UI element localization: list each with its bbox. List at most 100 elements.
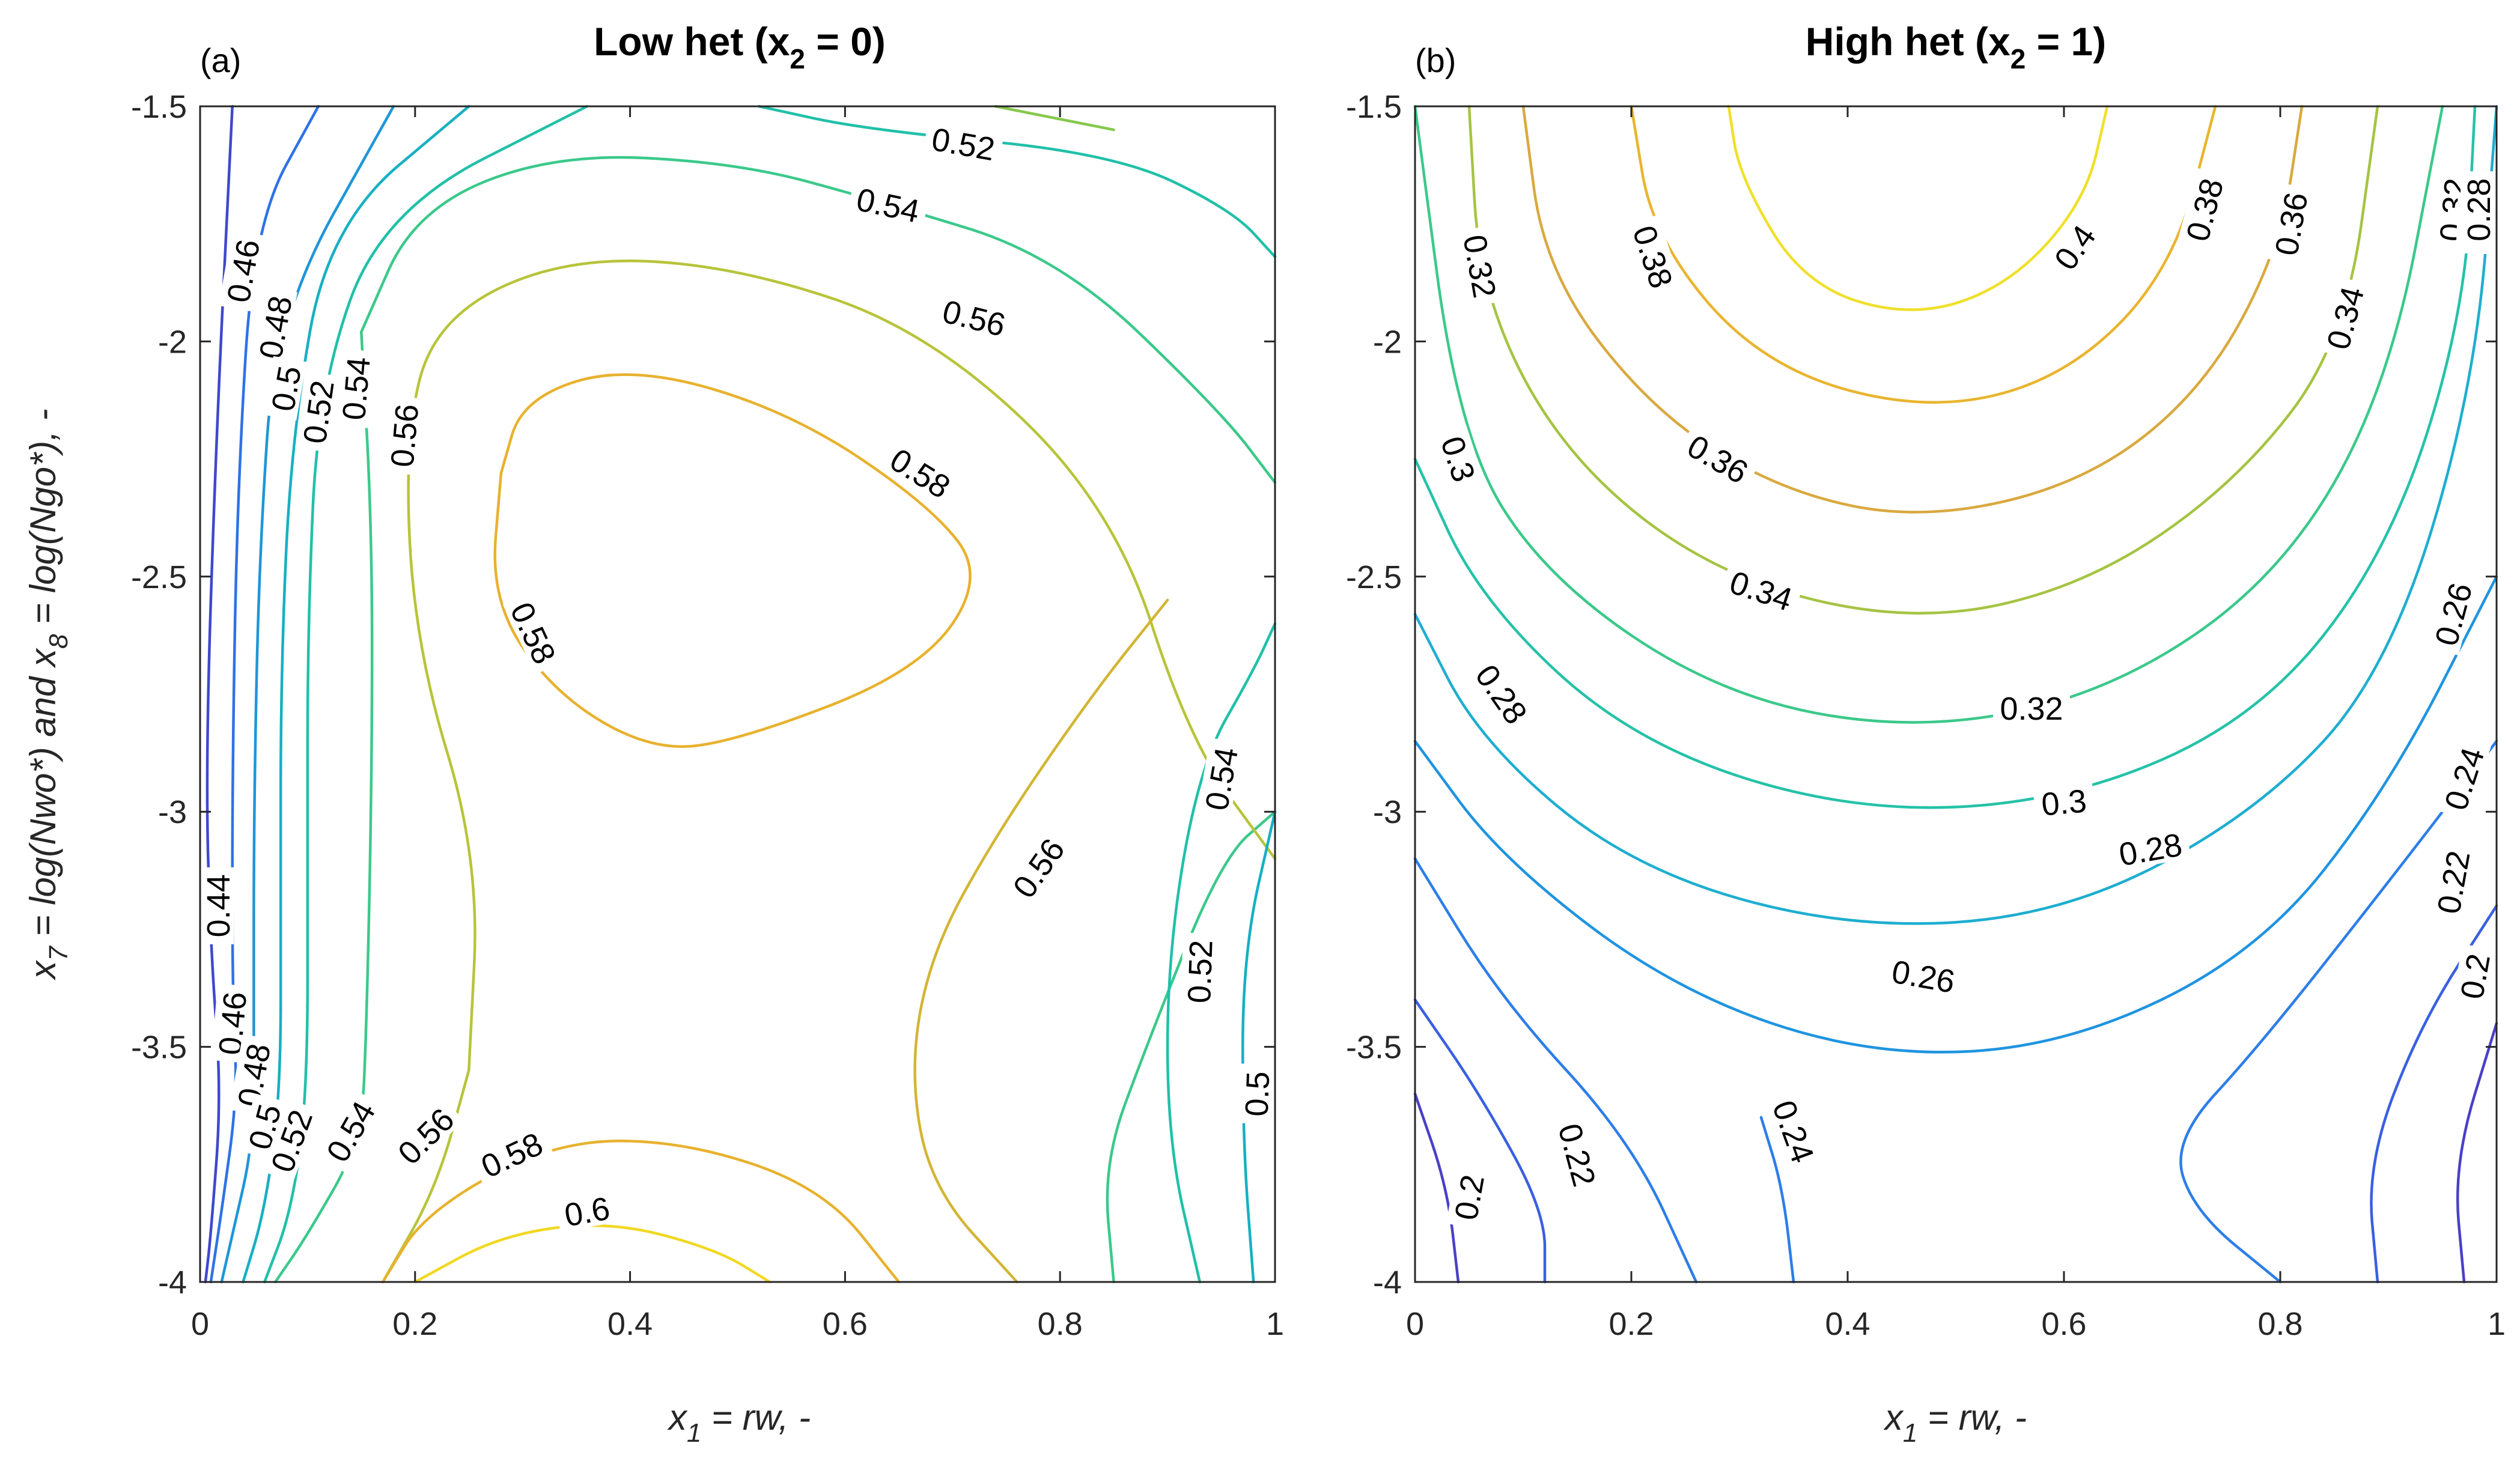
contour-label-bg: [1458, 225, 1505, 307]
panel-a-y-tick-label: -4: [158, 1265, 187, 1301]
panel-a-frame: [199, 105, 1276, 1283]
contour-label-bg: [263, 356, 307, 421]
contour-label-bg: [229, 1034, 276, 1116]
panel-a-x-tick-label: 0.6: [823, 1306, 868, 1342]
contour-label-bg: [2177, 168, 2230, 251]
panel-a-contour-label-23: 0.5: [1238, 1063, 1276, 1125]
contour-label-bg: [2033, 782, 2095, 821]
panel-a-contour-label-19: 0.6: [555, 1188, 619, 1234]
panel-a-contour-label-22: 0.52: [1180, 932, 1220, 1011]
panel-a-contour-label-5: 0.46: [218, 229, 267, 312]
panel-a-contour-0_56-8: [994, 105, 1115, 132]
contour-label-bg: [847, 179, 930, 229]
panel-a-title: Low het (x2 = 0): [594, 19, 886, 74]
panel-b-x-tick-label: 0.8: [2257, 1306, 2302, 1342]
contour-label-bg: [2461, 171, 2494, 249]
panel-a-low-het: (a) Low het (x2 = 0) 0.520.540.560.580.5…: [23, 19, 1284, 1448]
contour-label-bg: [2426, 572, 2479, 655]
panel-b-plot-area: [1414, 105, 2498, 1283]
panel-a-ticks: 0 0.2 0.4 0.6 0.8 1 -1.5 -2 -2.5 -3 -3.5 -4: [131, 89, 1284, 1342]
panel-a-ylabel: x7 = log(Nwo*) and x8 = log(Ngo*), -: [23, 408, 73, 980]
panel-b-contour-label-6: 0.28: [2461, 171, 2497, 249]
panel-a-y-tick-label: -2: [158, 324, 187, 360]
contour-label-bg: [469, 1122, 553, 1186]
panel-a-contour-0_56-12: [913, 598, 1169, 1284]
panel-a-contour-0_52-4: [758, 105, 1277, 258]
panel-a-contour-0_54-9: [1106, 810, 1277, 1284]
panel-b-contour-label-14: 0.3: [2033, 782, 2095, 823]
contour-label-bg: [2452, 944, 2496, 1009]
panel-a-x-tick-label: 1: [1266, 1306, 1284, 1342]
contour-label-bg: [261, 1098, 320, 1183]
contour-label-bg: [2109, 825, 2191, 872]
panel-a-y-tick-label: -3: [158, 794, 187, 830]
contour-label-text: 0.52: [297, 378, 341, 446]
contour-label-text: 0.2: [2454, 951, 2497, 1001]
contour-label-text: 0.3: [2040, 783, 2088, 822]
panel-b-contour-0_36-2: [1521, 105, 2304, 514]
contour-label-bg: [1466, 652, 1539, 735]
panel-a-contour-0_54-6: [273, 330, 374, 1284]
panel-b-x-tick-label: 1: [2488, 1306, 2506, 1342]
contour-label-bg: [1720, 561, 1804, 618]
panel-b-contour-0_34-3: [1467, 105, 2379, 615]
contour-label-bg: [1676, 424, 1761, 492]
contour-label-text: 0.56: [384, 402, 425, 469]
contour-label-bg: [295, 371, 339, 452]
contour-label-bg: [1626, 214, 1682, 299]
panel-b-contour-label-21: 0.2: [1446, 1165, 1491, 1230]
panel-b-contour-0_2-14: [2456, 1022, 2498, 1284]
contour-label-text: 0.44: [201, 874, 237, 937]
contour-label-bg: [922, 119, 1005, 166]
panel-a-contour-label-10: 0.56: [383, 395, 425, 476]
contour-label-bg: [218, 229, 266, 312]
contour-label-bg: [555, 1188, 619, 1232]
panel-a-contour-0_46-1: [209, 105, 320, 1284]
panel-a-contour-0_56-10: [407, 260, 1277, 1072]
panel-a-contour-0_6-15: [413, 1224, 772, 1284]
panel-a-contour-0_58-14: [381, 1139, 901, 1284]
panel-a-contour-0_44-0: [204, 105, 234, 1284]
panel-a-contour-0_5-17: [1241, 810, 1277, 1284]
panel-b-x-tick-label: 0.6: [2041, 1306, 2086, 1342]
contour-label-bg: [334, 348, 375, 428]
panel-b-contour-0_38-1: [1630, 105, 2217, 404]
contour-label-text: 0.54: [336, 356, 377, 422]
panel-b-contour-0_28-6: [1413, 105, 2498, 925]
panel-b-contour-0_22-12: [2370, 904, 2498, 1284]
panel-a-x-tick-label: 0: [191, 1306, 209, 1342]
contour-label-text: 0.52: [1181, 940, 1220, 1004]
panel-a-contour-0_58-13: [493, 373, 972, 748]
contour-label-bg: [2043, 213, 2105, 281]
contour-label-bg: [1993, 690, 2070, 724]
panel-b-y-tick-label: -1.5: [1346, 89, 1402, 125]
panel-b-contour-0_4-0: [1727, 105, 2109, 311]
contour-label-bg: [2429, 841, 2476, 923]
panel-b-title: High het (x2 = 1): [1806, 19, 2107, 74]
panel-a-contour-0_52-16: [1166, 622, 1277, 1284]
contour-label-bg: [1882, 952, 1965, 998]
panel-b-contour-0_2-13: [1413, 1092, 1460, 1284]
contour-label-bg: [1196, 738, 1244, 819]
panel-a-tag: (a): [200, 41, 241, 79]
panel-a-contour-0_56-11: [381, 1069, 470, 1284]
contour-label-bg: [502, 591, 566, 675]
panel-a-contour-label-9: 0.54: [334, 348, 377, 428]
contour-label-bg: [386, 1096, 464, 1174]
panel-b-x-tick-label: 0.2: [1608, 1306, 1654, 1342]
panel-b-contour-label-8: 0.32: [1456, 225, 1505, 307]
panel-b-xlabel: x1 = rw, -: [1883, 1397, 2027, 1448]
contour-label-text: 0.28: [2461, 178, 2497, 241]
contour-label-text: 0.32: [2000, 691, 2063, 727]
panel-b-y-tick-label: -2: [1373, 324, 1402, 360]
contour-label-bg: [251, 286, 297, 368]
contour-label-bg: [1180, 932, 1217, 1011]
panel-b-ticks: 0 0.2 0.4 0.6 0.8 1 -1.5 -2 -2.5 -3 -3.5 -4: [1346, 89, 2506, 1342]
contour-label-text: 0.2: [1448, 1172, 1491, 1222]
panel-a-contour-label-6: 0.48: [251, 286, 299, 368]
panel-b-contour-0_24-9: [1759, 1116, 1795, 1284]
panel-b-y-tick-label: -4: [1373, 1265, 1402, 1301]
contour-label-bg: [1434, 425, 1485, 493]
panel-b-contour-0_24-10: [2179, 740, 2498, 1284]
panel-b-y-tick-label: -2.5: [1346, 559, 1402, 595]
